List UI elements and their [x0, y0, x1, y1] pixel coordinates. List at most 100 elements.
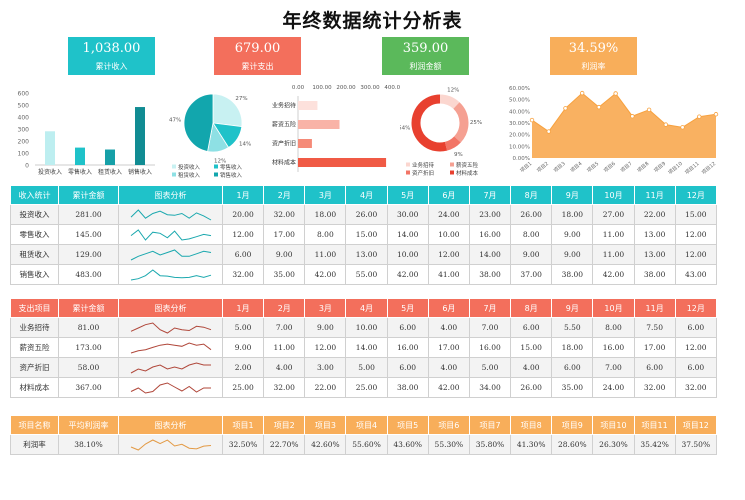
month-cell: 6.00 [510, 317, 553, 338]
month-cell: 6.00 [386, 317, 429, 338]
column-header: 图表分析 [118, 298, 223, 318]
month-cell: 23.00 [468, 204, 512, 225]
column-header: 6月 [427, 298, 470, 318]
x-tick-label: 项目7 [620, 161, 634, 174]
legend-swatch [172, 172, 176, 177]
month-cell: 17.00 [427, 337, 470, 358]
month-cell: 9.00 [304, 317, 347, 338]
y-tick-label: 业务招待 [272, 102, 296, 110]
month-cell: 41.30% [510, 434, 553, 455]
data-point [529, 117, 535, 123]
row-chart [118, 434, 223, 455]
month-cell: 26.00 [510, 377, 553, 398]
row-chart [118, 317, 223, 338]
data-point [596, 104, 602, 110]
bar [298, 158, 387, 167]
x-tick-label: 200.00 [336, 85, 356, 91]
legend-swatch [406, 170, 410, 175]
month-cell: 2.00 [221, 357, 265, 378]
y-tick-label: 0 [25, 163, 29, 170]
month-cell: 32.00 [674, 377, 717, 398]
month-cell: 55.30% [427, 434, 470, 455]
data-point [546, 129, 551, 134]
sparkline [130, 228, 211, 241]
sparkline [130, 438, 211, 451]
data-point [630, 114, 635, 119]
legend-label: 销售收入 [220, 171, 243, 179]
row-chart [118, 377, 223, 398]
month-cell: 13.00 [633, 244, 676, 265]
row-total: 145.00 [58, 224, 119, 245]
month-cell: 8.00 [304, 224, 347, 245]
month-cell: 11.00 [592, 244, 635, 265]
month-cell: 25.00 [345, 377, 388, 398]
data-point [680, 125, 685, 130]
column-header: 1月 [221, 185, 265, 205]
data-label: 54% [400, 126, 410, 132]
month-cell: 9.00 [551, 224, 594, 245]
sparkline [130, 248, 211, 260]
month-cell: 18.00 [551, 204, 594, 225]
x-tick-label: 项目8 [636, 161, 650, 174]
row-chart [118, 357, 223, 378]
y-tick-label: 600 [18, 91, 30, 98]
column-header: 平均利润率 [58, 415, 119, 435]
column-header: 5月 [386, 185, 429, 205]
kpi-total-income: 1,038.00 累计收入 [68, 37, 155, 75]
data-label: 47% [169, 117, 181, 123]
month-cell: 14.00 [345, 337, 388, 358]
legend-label: 租赁收入 [178, 171, 201, 179]
sparkline-path [130, 381, 211, 394]
pie-slice [183, 93, 214, 152]
column-header: 11月 [633, 185, 676, 205]
month-cell: 12.00 [304, 337, 347, 358]
row-total: 81.00 [58, 317, 119, 338]
kpi-label: 累计收入 [95, 62, 128, 71]
area-fill [532, 93, 716, 158]
x-tick-label: 项目1 [519, 161, 533, 174]
sparkline [130, 321, 211, 334]
x-tick-label: 项目6 [603, 161, 617, 174]
month-cell: 37.50% [674, 434, 717, 455]
data-label: 25% [470, 120, 482, 126]
month-cell: 34.00 [468, 377, 512, 398]
column-header: 2月 [263, 298, 306, 318]
bar [105, 149, 115, 165]
x-tick-label: 项目3 [553, 161, 567, 174]
row-name: 材料成本 [10, 377, 59, 398]
y-tick-label: 20.00% [509, 133, 530, 139]
column-header: 项目8 [510, 415, 553, 435]
month-cell: 24.00 [427, 204, 470, 225]
column-header: 7月 [468, 185, 512, 205]
month-cell: 6.00 [221, 244, 265, 265]
sparkline-path [130, 208, 211, 220]
sparkline-path [130, 228, 211, 241]
data-point [663, 122, 669, 127]
month-cell: 8.00 [510, 224, 553, 245]
month-cell: 5.00 [221, 317, 265, 338]
column-header: 项目3 [304, 415, 347, 435]
month-cell: 38.00 [468, 264, 512, 285]
table-row: 资产折旧 58.00 2.00 4.00 3.00 5.00 6.00 4.00 5.00 4.0… [10, 357, 717, 378]
row-name: 销售收入 [10, 264, 59, 285]
data-label: 14% [239, 141, 251, 147]
bar [75, 147, 85, 165]
row-total: 58.00 [58, 357, 119, 378]
month-cell: 16.00 [468, 224, 512, 245]
column-header: 累计金额 [58, 298, 119, 318]
x-tick-label: 项目12 [701, 161, 717, 176]
pie-slice [212, 93, 243, 128]
column-header: 图表分析 [118, 415, 223, 435]
y-tick-label: 材料成本 [272, 159, 296, 167]
x-tick-label: 项目2 [536, 161, 550, 174]
month-cell: 12.00 [674, 224, 717, 245]
column-header: 9月 [551, 298, 594, 318]
month-cell: 42.00 [386, 264, 429, 285]
row-total: 281.00 [58, 204, 119, 225]
month-cell: 7.00 [468, 317, 512, 338]
donut-slice [439, 94, 460, 109]
month-cell: 6.00 [551, 357, 594, 378]
data-label: 12% [447, 88, 459, 94]
month-cell: 10.00 [386, 244, 429, 265]
legend-label: 薪资五险 [456, 161, 479, 169]
